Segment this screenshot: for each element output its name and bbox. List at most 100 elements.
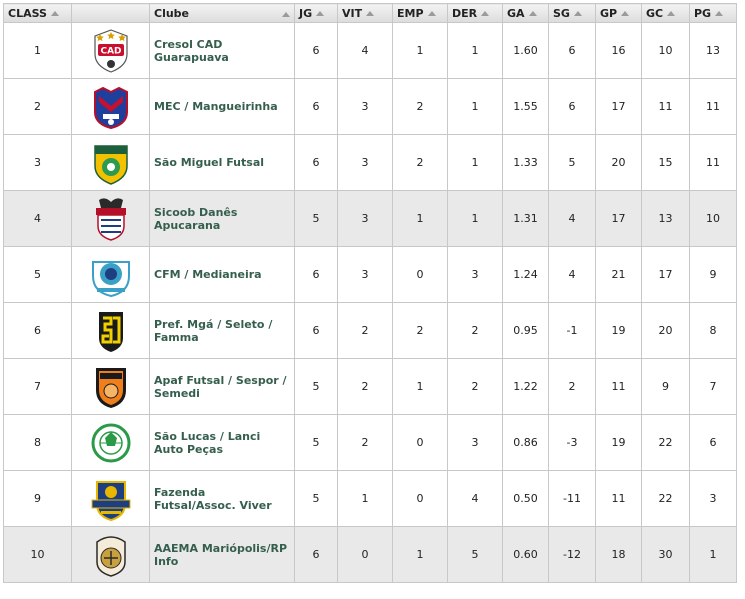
club-link[interactable]: Cresol CAD Guarapuava — [154, 37, 229, 64]
club-name-cell[interactable]: MEC / Mangueirinha — [149, 78, 295, 135]
col-header-gc-label: GC — [646, 6, 664, 20]
ga-cell: 0.50 — [502, 470, 549, 527]
gp-cell: 11 — [595, 358, 642, 415]
emp-cell: 1 — [392, 190, 448, 247]
col-header-ga-label: GA — [507, 6, 525, 20]
table-row: 1 CAD Cresol CAD Guarapuava 6 4 1 1 1.60… — [3, 22, 737, 79]
jg-cell: 6 — [294, 246, 338, 303]
der-cell: 3 — [447, 414, 503, 471]
club-link[interactable]: Pref. Mgá / Seleto / Famma — [154, 317, 273, 344]
col-header-sg[interactable]: SG — [548, 3, 596, 23]
col-header-ga[interactable]: GA — [502, 3, 549, 23]
standings-table: CLASS Clube JG VIT EMP DER GA SG GP GC P… — [3, 3, 737, 583]
club-name-cell[interactable]: Cresol CAD Guarapuava — [149, 22, 295, 79]
club-link[interactable]: Fazenda Futsal/Assoc. Viver — [154, 485, 272, 512]
vit-cell: 0 — [337, 526, 393, 583]
club-link[interactable]: Sicoob Danês Apucarana — [154, 205, 238, 232]
sg-cell: 4 — [548, 246, 596, 303]
emp-cell: 0 — [392, 414, 448, 471]
club-name-cell[interactable]: São Lucas / Lanci Auto Peças — [149, 414, 295, 471]
club-name-cell[interactable]: CFM / Medianeira — [149, 246, 295, 303]
col-header-emp-label: EMP — [397, 6, 424, 20]
sg-cell: 6 — [548, 22, 596, 79]
ga-cell: 0.60 — [502, 526, 549, 583]
table-row: 6 Pref. Mgá / Seleto / Famma 6 2 2 2 0.9… — [3, 302, 737, 359]
vit-cell: 3 — [337, 190, 393, 247]
sort-icon — [282, 11, 290, 17]
sg-cell: -1 — [548, 302, 596, 359]
sg-cell: 5 — [548, 134, 596, 191]
pg-cell: 1 — [689, 526, 737, 583]
vit-cell: 2 — [337, 414, 393, 471]
club-link[interactable]: CFM / Medianeira — [154, 268, 262, 281]
sort-icon — [573, 11, 582, 16]
col-header-der-label: DER — [452, 6, 478, 20]
der-cell: 2 — [447, 358, 503, 415]
club-link[interactable]: MEC / Mangueirinha — [154, 100, 278, 113]
gp-cell: 19 — [595, 302, 642, 359]
col-header-gc[interactable]: GC — [641, 3, 690, 23]
fazenda-crest-icon — [91, 480, 130, 521]
cfm-crest-icon — [91, 260, 130, 297]
sao-lucas-crest-icon — [91, 423, 130, 462]
maringa-crest-icon — [98, 311, 123, 352]
vit-cell: 3 — [337, 78, 393, 135]
ga-cell: 0.95 — [502, 302, 549, 359]
club-link[interactable]: São Miguel Futsal — [154, 156, 265, 169]
jg-cell: 6 — [294, 526, 338, 583]
sao-miguel-crest-icon — [93, 144, 128, 185]
ga-cell: 1.55 — [502, 78, 549, 135]
der-cell: 3 — [447, 246, 503, 303]
crest-cell: CAD — [71, 22, 150, 79]
col-header-der[interactable]: DER — [447, 3, 503, 23]
col-header-gp-label: GP — [600, 6, 618, 20]
club-name-cell[interactable]: São Miguel Futsal — [149, 134, 295, 191]
position-cell: 5 — [3, 246, 72, 303]
table-row: 4 Sicoob Danês Apucarana 5 3 1 1 1.31 4 … — [3, 190, 737, 247]
club-name-cell[interactable]: AAEMA Mariópolis/RP Info — [149, 526, 295, 583]
der-cell: 1 — [447, 22, 503, 79]
col-header-pg[interactable]: PG — [689, 3, 737, 23]
vit-cell: 2 — [337, 358, 393, 415]
vit-cell: 3 — [337, 134, 393, 191]
col-header-emp[interactable]: EMP — [392, 3, 448, 23]
position-cell: 8 — [3, 414, 72, 471]
gp-cell: 20 — [595, 134, 642, 191]
col-header-jg-label: JG — [299, 6, 313, 20]
emp-cell: 0 — [392, 470, 448, 527]
der-cell: 4 — [447, 470, 503, 527]
club-name-cell[interactable]: Apaf Futsal / Sespor / Semedi — [149, 358, 295, 415]
col-header-vit[interactable]: VIT — [337, 3, 393, 23]
sg-cell: -3 — [548, 414, 596, 471]
apaf-crest-icon — [95, 367, 126, 408]
col-header-gp[interactable]: GP — [595, 3, 642, 23]
sort-icon — [50, 11, 59, 16]
club-link[interactable]: AAEMA Mariópolis/RP Info — [154, 541, 288, 568]
col-header-jg[interactable]: JG — [294, 3, 338, 23]
pg-cell: 3 — [689, 470, 737, 527]
col-header-class[interactable]: CLASS — [3, 3, 72, 23]
club-link[interactable]: São Lucas / Lanci Auto Peças — [154, 429, 261, 456]
sg-cell: 2 — [548, 358, 596, 415]
table-row: 9 Fazenda Futsal/Assoc. Viver 5 1 0 4 0.… — [3, 470, 737, 527]
crest-cell — [71, 302, 150, 359]
sg-cell: 4 — [548, 190, 596, 247]
club-name-cell[interactable]: Fazenda Futsal/Assoc. Viver — [149, 470, 295, 527]
club-name-cell[interactable]: Pref. Mgá / Seleto / Famma — [149, 302, 295, 359]
club-name-cell[interactable]: Sicoob Danês Apucarana — [149, 190, 295, 247]
header-row: CLASS Clube JG VIT EMP DER GA SG GP GC P… — [3, 3, 737, 23]
gp-cell: 18 — [595, 526, 642, 583]
gc-cell: 10 — [641, 22, 690, 79]
gp-cell: 11 — [595, 470, 642, 527]
crest-cell — [71, 246, 150, 303]
vit-cell: 3 — [337, 246, 393, 303]
sg-cell: -11 — [548, 470, 596, 527]
gc-cell: 20 — [641, 302, 690, 359]
club-link[interactable]: Apaf Futsal / Sespor / Semedi — [154, 373, 287, 400]
position-cell: 2 — [3, 78, 72, 135]
ga-cell: 1.33 — [502, 134, 549, 191]
position-cell: 7 — [3, 358, 72, 415]
pg-cell: 11 — [689, 78, 737, 135]
col-header-club[interactable]: Clube — [149, 3, 295, 23]
ga-cell: 1.31 — [502, 190, 549, 247]
